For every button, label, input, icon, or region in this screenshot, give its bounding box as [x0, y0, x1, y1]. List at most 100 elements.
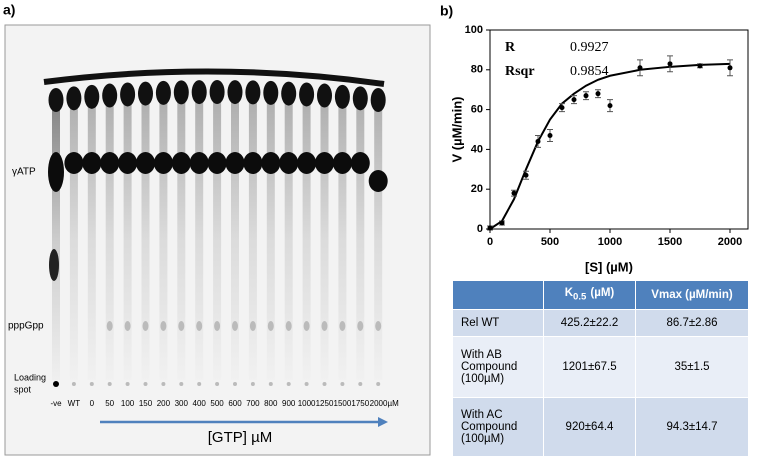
- table-row: With AC Compound (100µM) 920±64.4 94.3±14.…: [452, 397, 749, 457]
- loading-spot: [71, 382, 76, 386]
- lane-label: 1750: [351, 399, 369, 408]
- x-tick-label: 2000: [718, 236, 742, 248]
- band: [120, 82, 136, 107]
- lane-streak: [159, 100, 168, 380]
- table-cell: 920±64.4: [543, 397, 636, 457]
- spot: [124, 321, 131, 331]
- lane-streak: [231, 100, 239, 380]
- band: [207, 152, 227, 174]
- y-tick-label: 0: [477, 223, 483, 235]
- loading-spot: [250, 382, 255, 386]
- loading-spot: [179, 382, 184, 386]
- lane-label: 100: [121, 399, 135, 408]
- spot: [178, 321, 185, 331]
- spot: [375, 321, 382, 331]
- data-point: [487, 225, 493, 231]
- data-point: [523, 172, 529, 178]
- lane-streak: [87, 100, 96, 380]
- lane-label: 900: [282, 399, 296, 408]
- spot: [303, 321, 310, 331]
- y-tick-label: 20: [471, 183, 483, 195]
- loading-spot: [322, 382, 327, 386]
- band: [370, 88, 386, 112]
- y-tick-label: 100: [465, 24, 483, 36]
- loading-spot: [340, 382, 345, 386]
- data-point: [637, 65, 643, 71]
- lane-label: 2000µM: [370, 399, 399, 408]
- lane-label: 700: [246, 399, 260, 408]
- header-text: K: [564, 287, 574, 300]
- lane-label: 1500: [334, 399, 352, 408]
- table-cell: 94.3±14.7: [635, 397, 749, 457]
- data-point: [583, 93, 589, 99]
- lane-label: -ve: [50, 399, 62, 408]
- row-label: pppGpp: [8, 321, 44, 332]
- band: [352, 86, 368, 111]
- band: [84, 84, 100, 109]
- table-cell: 425.2±22.2: [543, 309, 636, 337]
- plot-frame: [489, 29, 749, 230]
- loading-spot: [161, 382, 166, 386]
- x-tick-label: 1500: [658, 236, 682, 248]
- band: [227, 80, 243, 105]
- band: [368, 170, 388, 192]
- band: [64, 152, 84, 174]
- gel-image: [43, 68, 388, 387]
- data-point: [499, 220, 505, 226]
- band: [155, 80, 171, 105]
- band: [138, 81, 153, 106]
- lane-label: 400: [193, 399, 207, 408]
- band: [332, 152, 352, 174]
- loading-spot: [107, 382, 112, 386]
- data-point: [607, 103, 613, 109]
- loading-spot: [304, 382, 309, 386]
- band: [102, 83, 118, 108]
- band: [189, 152, 209, 174]
- lane-label: 200: [157, 399, 171, 408]
- y-axis-label: V (µM/min): [449, 97, 464, 163]
- lane-streak: [248, 100, 257, 380]
- lane-streak: [69, 100, 78, 380]
- x-axis-label: [S] (µM): [585, 259, 633, 274]
- loading-spot: [53, 381, 59, 387]
- spot: [106, 321, 113, 331]
- lane-streak: [356, 100, 365, 380]
- spot: [357, 321, 364, 331]
- lane-streak: [374, 100, 383, 380]
- panel-label: b): [440, 3, 453, 19]
- band: [350, 152, 370, 174]
- band: [136, 152, 155, 174]
- band: [100, 152, 120, 174]
- band: [263, 80, 279, 105]
- lane-streak: [266, 100, 275, 380]
- band: [281, 81, 297, 106]
- band: [171, 152, 191, 174]
- data-point: [511, 190, 517, 196]
- lane-label: 300: [175, 399, 189, 408]
- x-tick-label: 1000: [598, 236, 622, 248]
- loading-spot: [143, 382, 148, 386]
- table-cell: 1201±67.5: [543, 336, 636, 398]
- lane-streak: [177, 100, 186, 380]
- data-point: [697, 63, 703, 69]
- loading-spot: [197, 382, 202, 386]
- table-row: Rel WT 425.2±22.2 86.7±2.86: [452, 309, 749, 337]
- band: [317, 83, 332, 108]
- y-tick-label: 40: [471, 143, 483, 155]
- band: [153, 152, 173, 174]
- spot: [214, 321, 221, 331]
- lane-streak: [213, 100, 222, 380]
- data-point: [571, 97, 577, 103]
- lane-streak: [320, 100, 329, 380]
- data-point: [547, 132, 553, 138]
- lane-streak: [105, 100, 114, 380]
- lane-streak: [123, 100, 132, 380]
- spot: [142, 321, 149, 331]
- band: [245, 80, 261, 105]
- lane-label: 150: [139, 399, 153, 408]
- spot: [249, 321, 256, 331]
- band: [173, 80, 189, 105]
- lane-label: 600: [228, 399, 242, 408]
